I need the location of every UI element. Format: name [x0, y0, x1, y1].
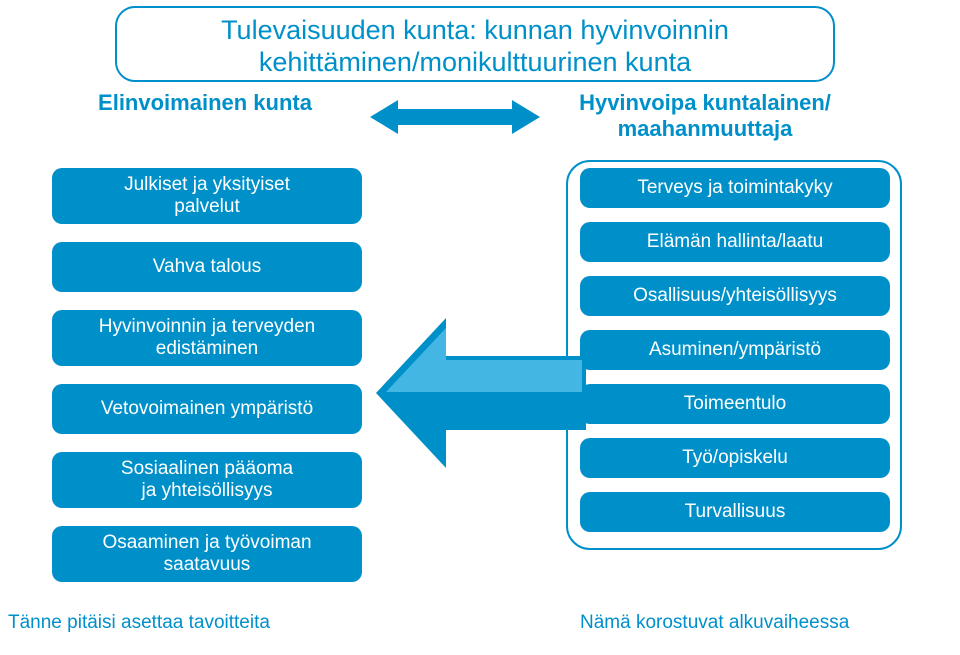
subhead-left: Elinvoimainen kunta — [55, 90, 355, 116]
pill-right-3: Asuminen/ympäristö — [580, 330, 890, 370]
page-title: Tulevaisuuden kunta: kunnan hyvinvoinnin… — [115, 6, 835, 82]
pill-left-3: Vetovoimainen ympäristö — [52, 384, 362, 434]
big-left-arrow-icon — [376, 318, 586, 468]
big-arrow-body — [376, 318, 586, 468]
pill-right-6: Turvallisuus — [580, 492, 890, 532]
subhead-right-line2: maahanmuuttaja — [618, 116, 793, 141]
left-column: Julkiset ja yksityisetpalvelut Vahva tal… — [52, 168, 362, 600]
pill-right-2: Osallisuus/yhteisöllisyys — [580, 276, 890, 316]
pill-left-2: Hyvinvoinnin ja terveydenedistäminen — [52, 310, 362, 366]
title-line1: Tulevaisuuden kunta: kunnan hyvinvoinnin — [221, 15, 729, 45]
double-arrow-icon — [370, 100, 540, 134]
pill-right-0: Terveys ja toimintakyky — [580, 168, 890, 208]
subhead-right-line1: Hyvinvoipa kuntalainen/ — [579, 90, 831, 115]
title-line2: kehittäminen/monikulttuurinen kunta — [259, 47, 691, 77]
pill-left-4: Sosiaalinen pääomaja yhteisöllisyys — [52, 452, 362, 508]
subhead-right: Hyvinvoipa kuntalainen/ maahanmuuttaja — [555, 90, 855, 143]
caption-left: Tänne pitäisi asettaa tavoitteita — [8, 612, 270, 634]
pill-left-0: Julkiset ja yksityisetpalvelut — [52, 168, 362, 224]
double-arrow-shape — [370, 100, 540, 134]
caption-right: Nämä korostuvat alkuvaiheessa — [580, 612, 849, 634]
pill-right-4: Toimeentulo — [580, 384, 890, 424]
pill-left-1: Vahva talous — [52, 242, 362, 292]
right-column: Terveys ja toimintakyky Elämän hallinta/… — [580, 168, 890, 546]
pill-right-5: Työ/opiskelu — [580, 438, 890, 478]
pill-right-1: Elämän hallinta/laatu — [580, 222, 890, 262]
pill-left-5: Osaaminen ja työvoimansaatavuus — [52, 526, 362, 582]
